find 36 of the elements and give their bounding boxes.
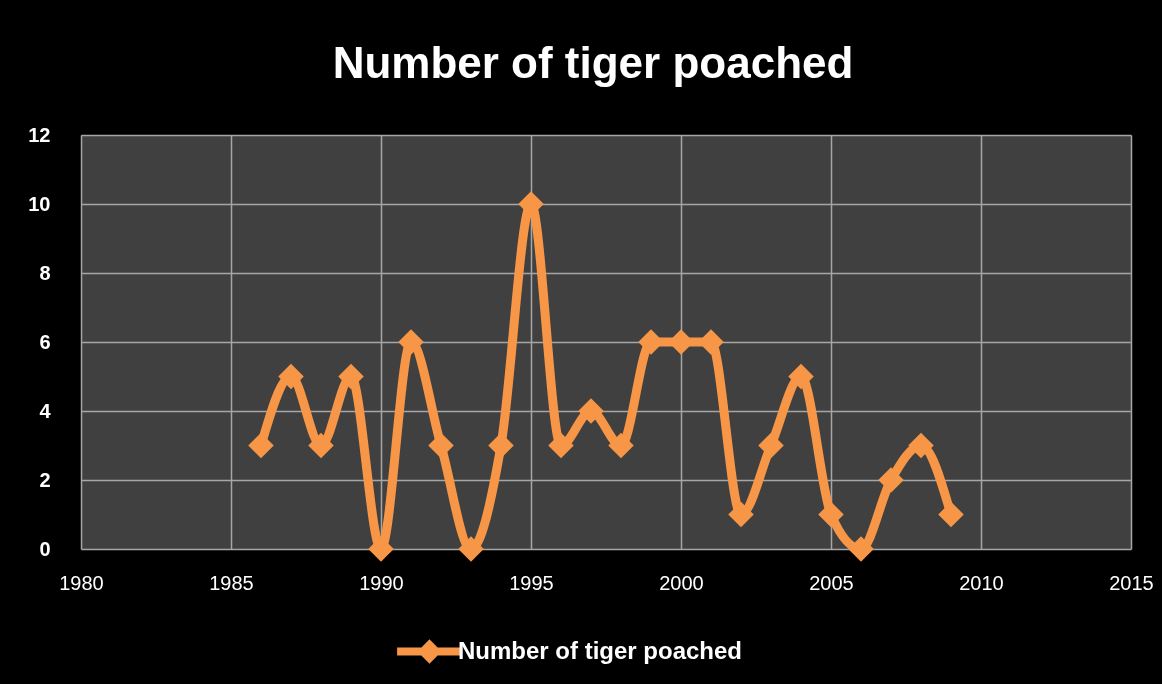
point	[308, 432, 334, 459]
x-tick-label: 2000	[659, 571, 704, 594]
x-tick-label: 2010	[959, 571, 1004, 594]
point	[248, 432, 274, 459]
point	[728, 501, 754, 528]
point	[608, 432, 634, 459]
point	[878, 467, 904, 493]
y-tick-label: 6	[39, 330, 51, 353]
x-tick-label: 1990	[359, 571, 404, 594]
point	[338, 363, 364, 390]
point	[428, 432, 454, 459]
y-tick-label: 0	[39, 537, 51, 560]
x-tick-label: 2015	[1109, 571, 1154, 594]
point	[578, 398, 604, 424]
chart-title: Number of tiger poached	[332, 38, 854, 87]
legend-label: Number of tiger poached	[458, 636, 743, 664]
point	[818, 501, 844, 528]
x-tick-label: 1995	[509, 571, 554, 594]
point	[368, 536, 394, 562]
y-tick-label: 4	[39, 399, 52, 422]
y-tick-label: 2	[39, 468, 51, 491]
x-tick-label: 1985	[209, 571, 254, 594]
point	[458, 536, 484, 562]
y-tick-label: 8	[39, 261, 51, 284]
x-tick-label: 2005	[809, 571, 854, 594]
point	[848, 536, 874, 562]
point	[908, 432, 934, 459]
point	[278, 363, 304, 390]
y-tick-label: 12	[28, 123, 51, 146]
point	[548, 432, 574, 459]
x-tick-label: 1980	[59, 571, 104, 594]
point	[788, 363, 814, 390]
point	[398, 329, 424, 355]
point	[758, 432, 784, 459]
point	[938, 501, 964, 528]
y-tick-label: 10	[28, 192, 51, 215]
